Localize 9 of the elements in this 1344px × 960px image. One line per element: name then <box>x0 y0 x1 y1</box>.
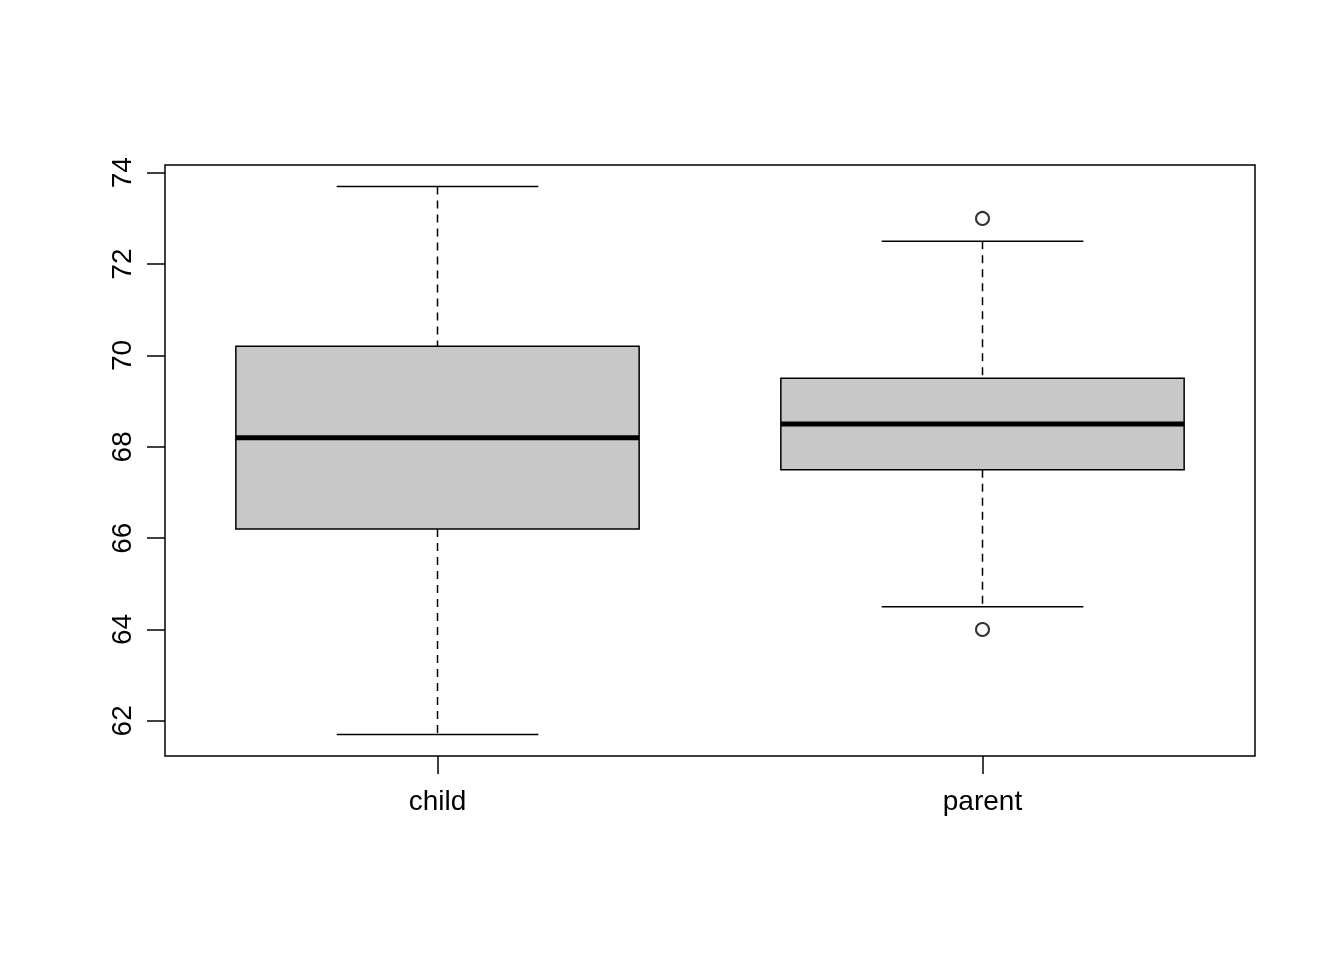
x-tick-label: parent <box>942 784 1023 816</box>
y-tick-label: 64 <box>105 613 137 646</box>
y-tick-label: 62 <box>105 705 137 737</box>
y-tick-label: 66 <box>105 522 137 554</box>
y-tick-label: 68 <box>105 431 137 463</box>
y-tick-label: 74 <box>105 157 137 189</box>
y-tick-label: 70 <box>105 339 137 372</box>
y-tick-label: 72 <box>105 248 137 280</box>
x-tick-label: child <box>408 784 467 816</box>
